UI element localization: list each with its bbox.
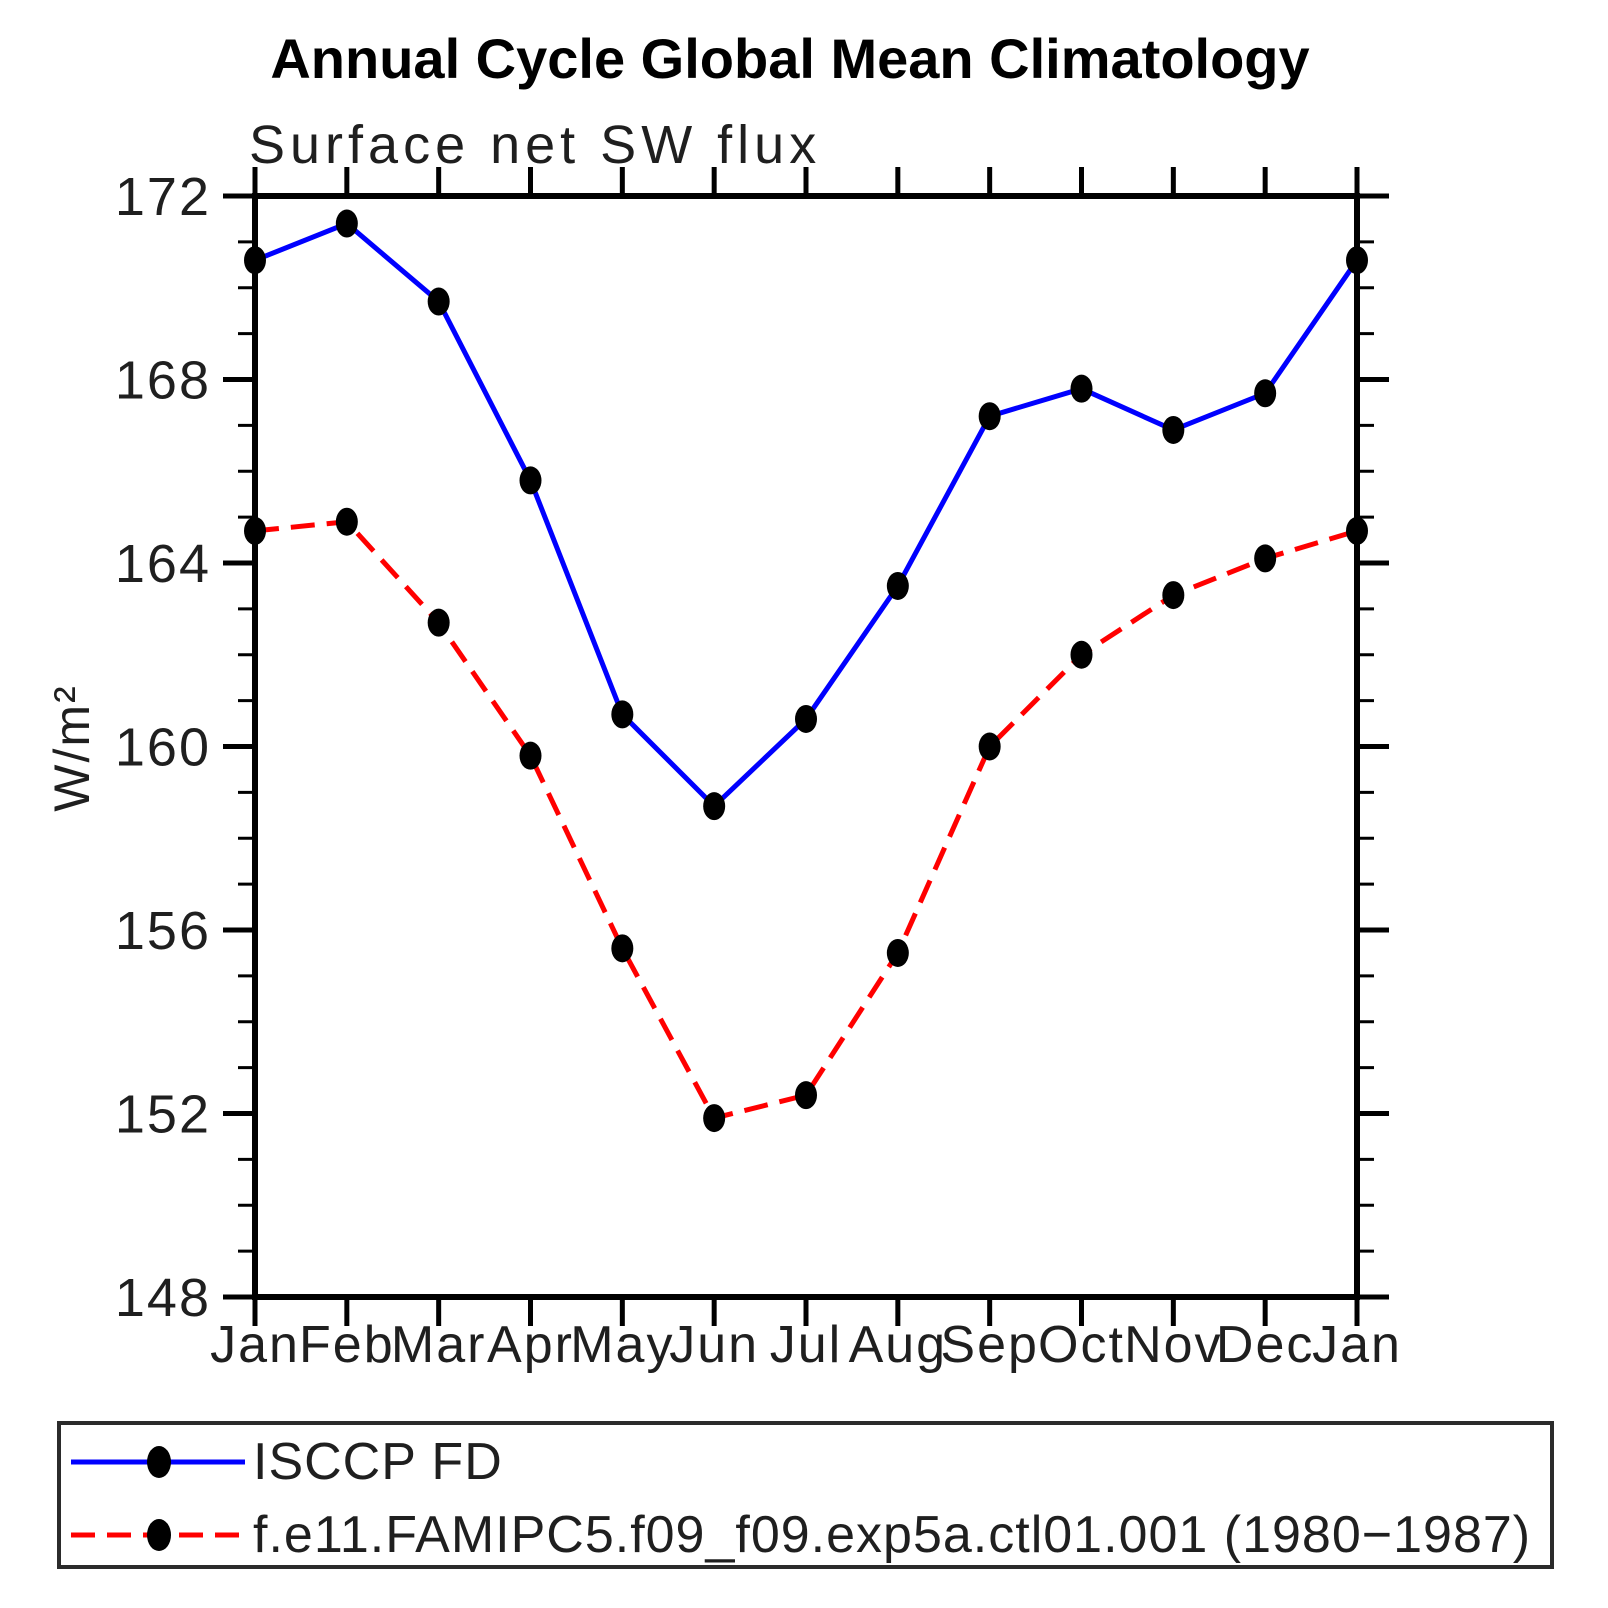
- y-axis-tick-label: 168: [115, 351, 211, 411]
- data-point-marker-s1: [335, 507, 358, 536]
- data-point-marker-s1: [611, 934, 634, 963]
- x-axis-tick-label: Jul: [770, 1316, 842, 1374]
- x-axis-tick-label: Dec: [1216, 1316, 1314, 1374]
- data-point-marker-s1: [427, 608, 450, 637]
- y-axis-tick-label: 152: [115, 1085, 211, 1145]
- x-axis-tick-label: Sep: [940, 1316, 1039, 1374]
- chart-title: Annual Cycle Global Mean Climatology: [270, 27, 1310, 90]
- y-axis-tick-label: 156: [115, 901, 211, 961]
- legend-label: f.e11.FAMIPC5.f09_f09.exp5a.ctl01.001 (1…: [253, 1506, 1532, 1564]
- legend-label: ISCCP FD: [253, 1433, 503, 1491]
- x-axis-tick-label: Mar: [391, 1316, 487, 1374]
- series-line-1: [254, 519, 1358, 1121]
- x-axis-tick-label: Oct: [1038, 1316, 1125, 1374]
- data-point-marker-s0: [427, 287, 450, 316]
- legend-item-isccp-fd: ISCCP FD: [69, 1433, 503, 1491]
- x-axis-tick-label: Feb: [299, 1316, 395, 1374]
- x-axis-tick-label: Apr: [487, 1316, 574, 1374]
- data-point-marker-s0: [886, 571, 909, 600]
- legend-box: ISCCP FD f.e11.FAMIPC5.f09_f09.exp5a.ctl…: [57, 1421, 1554, 1569]
- data-point-marker-s1: [1070, 640, 1093, 669]
- x-axis-tick-label: Jan: [210, 1316, 300, 1374]
- legend-dashed-line-icon: [71, 1519, 245, 1551]
- x-axis-tick-label: Jan: [1312, 1316, 1402, 1374]
- x-axis-tick-label: Nov: [1124, 1316, 1222, 1374]
- data-point-marker-s0: [1346, 246, 1368, 275]
- legend-solid-line-icon: [71, 1446, 245, 1478]
- data-point-marker-s1: [703, 1104, 726, 1133]
- x-axis-tick-label: May: [570, 1316, 674, 1374]
- data-point-marker-s1: [519, 741, 542, 770]
- data-point-marker-s0: [519, 466, 542, 495]
- data-point-marker-s0: [1162, 415, 1185, 444]
- data-point-marker-s0: [703, 792, 726, 821]
- x-axis-tick-label: Jun: [669, 1316, 759, 1374]
- chart-subtitle: Surface net SW flux: [249, 115, 822, 175]
- data-point-marker-s0: [978, 402, 1001, 431]
- data-point-marker-s1: [978, 732, 1001, 761]
- y-axis-tick-label: 148: [115, 1268, 211, 1328]
- data-point-marker-s0: [244, 246, 266, 275]
- data-point-marker-s1: [886, 938, 909, 967]
- data-point-marker-s0: [1070, 374, 1093, 403]
- data-point-marker-s1: [244, 516, 266, 545]
- data-point-marker-s1: [1162, 581, 1185, 610]
- data-point-marker-s0: [1254, 379, 1277, 408]
- x-axis-tick-label: Aug: [849, 1316, 948, 1374]
- data-point-marker-s0: [335, 209, 358, 238]
- y-axis-tick-label: 172: [115, 167, 211, 227]
- y-axis-tick-label: 164: [115, 534, 211, 594]
- data-point-marker-s1: [1346, 516, 1368, 545]
- data-point-marker-s0: [611, 700, 634, 729]
- data-point-marker-s1: [1254, 544, 1277, 573]
- y-axis-tick-label: 160: [115, 718, 211, 778]
- legend-item-model-run: f.e11.FAMIPC5.f09_f09.exp5a.ctl01.001 (1…: [69, 1506, 1532, 1564]
- data-point-marker-s0: [795, 704, 817, 733]
- plot-frame: [252, 193, 1360, 1300]
- data-point-marker-s1: [795, 1081, 817, 1110]
